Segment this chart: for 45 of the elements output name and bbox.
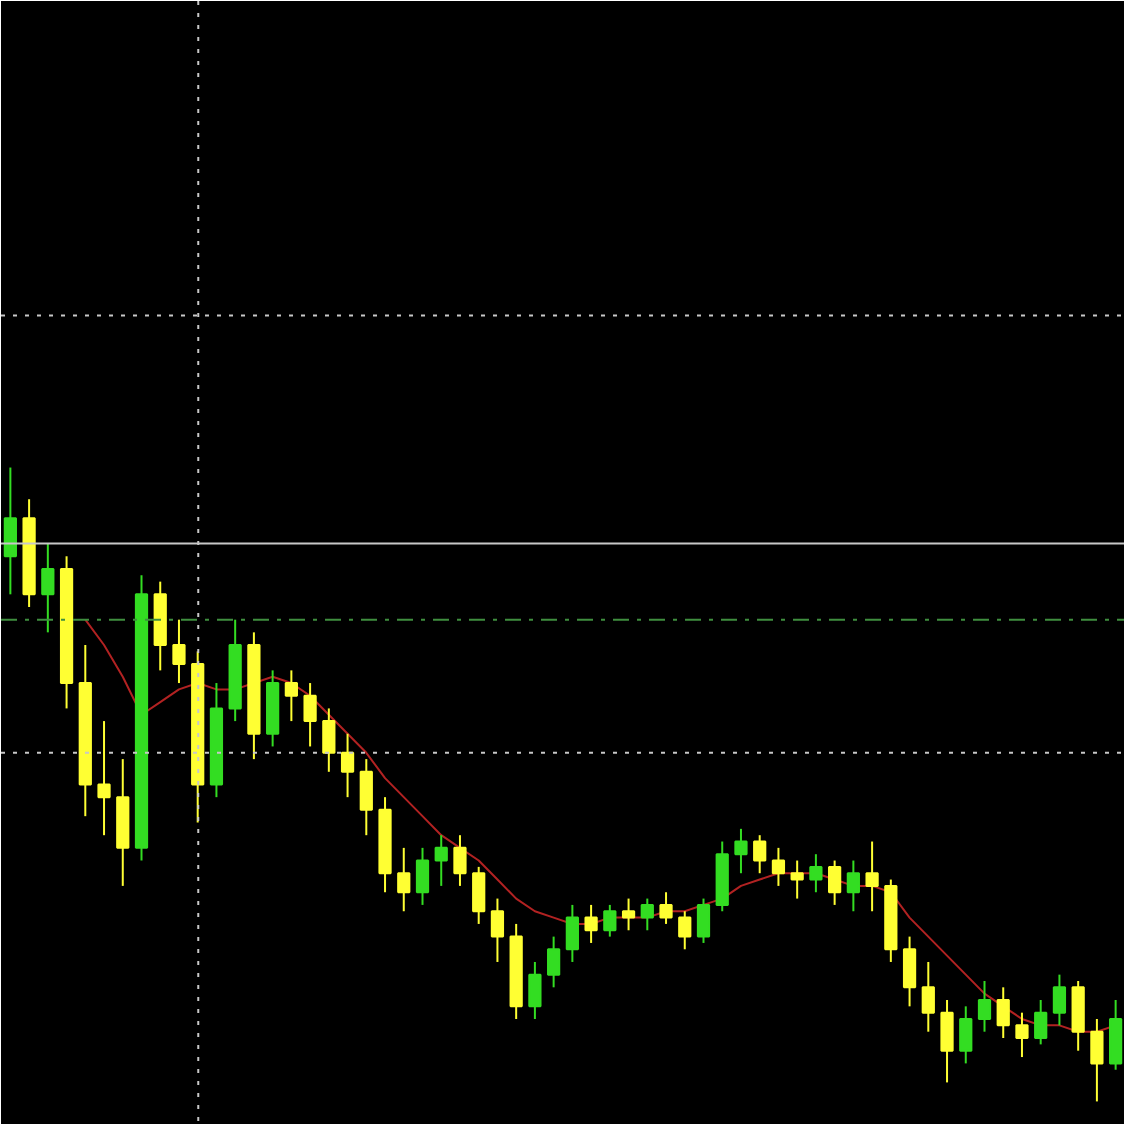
- candlestick: [1109, 999, 1123, 1071]
- candlestick: [902, 935, 917, 1008]
- candlestick: [397, 846, 411, 913]
- candlestick: [284, 669, 298, 723]
- candlestick: [97, 720, 111, 837]
- candlestick: [415, 846, 430, 906]
- candlestick: [996, 986, 1010, 1040]
- candlestick: [340, 732, 355, 799]
- candlestick: [453, 834, 467, 887]
- candlestick: [753, 834, 767, 875]
- candlestick: [565, 903, 579, 963]
- candlestick: [921, 960, 935, 1033]
- candlestick: [621, 897, 636, 932]
- candlestick: [959, 1005, 973, 1065]
- candlestick: [1071, 979, 1085, 1052]
- candlestick: [734, 827, 748, 875]
- candlestick: [771, 846, 786, 887]
- candlestick: [940, 999, 954, 1084]
- candlestick: [809, 853, 823, 894]
- candlestick: [3, 466, 17, 596]
- candlestick: [603, 903, 617, 938]
- candlestick: [659, 891, 673, 925]
- candlestick: [322, 707, 336, 773]
- candlestick: [434, 834, 448, 887]
- candlestick: [472, 865, 486, 925]
- candlestick: [865, 840, 879, 913]
- candlestick: [490, 897, 505, 963]
- candlestick: [828, 859, 842, 906]
- candlestick: [678, 910, 692, 951]
- candlestick: [303, 682, 317, 748]
- candlestick: [1015, 1011, 1029, 1059]
- candlestick: [172, 618, 186, 685]
- candlestick: [547, 935, 561, 989]
- candlestick: [1034, 999, 1048, 1046]
- candlestick: [846, 859, 860, 913]
- candlestick: [584, 903, 598, 944]
- candlestick: [359, 758, 373, 837]
- candlestick: [41, 542, 55, 634]
- candlestick: [977, 979, 992, 1033]
- candlestick: [1052, 973, 1067, 1027]
- candlestick: [696, 897, 711, 944]
- candlestick: [528, 960, 542, 1021]
- candlestick: [640, 897, 654, 932]
- candlestick: [790, 859, 804, 900]
- candlestick: [1090, 1018, 1104, 1103]
